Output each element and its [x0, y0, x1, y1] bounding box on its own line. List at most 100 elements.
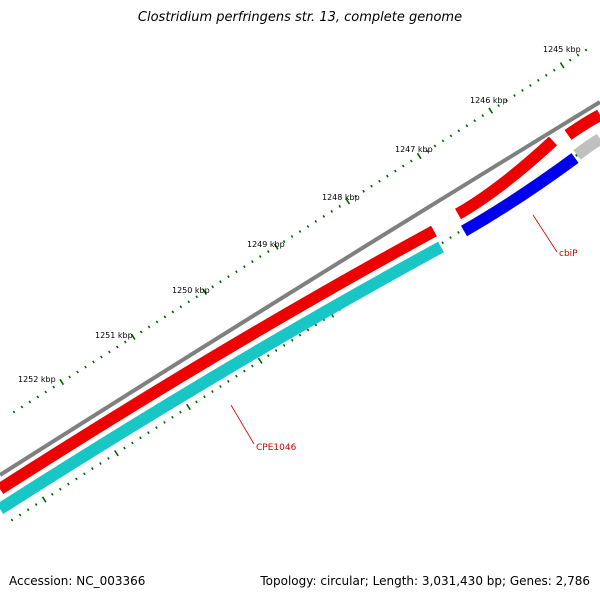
- minor-tick: [187, 300, 191, 304]
- minor-tick: [243, 369, 246, 373]
- minor-tick: [362, 189, 365, 193]
- kbp-label: 1250 kbp: [172, 286, 210, 295]
- minor-tick: [282, 343, 286, 347]
- minor-tick: [473, 119, 477, 123]
- kbp-label: 1252 kbp: [18, 375, 56, 384]
- minor-tick: [211, 390, 214, 394]
- minor-tick: [290, 338, 294, 342]
- minor-tick: [251, 364, 254, 368]
- major-tick: [345, 198, 351, 205]
- minor-tick: [521, 88, 524, 92]
- major-tick: [41, 496, 47, 503]
- minor-tick: [449, 236, 452, 240]
- minor-tick: [123, 340, 127, 344]
- minor-tick: [306, 225, 310, 228]
- minor-tick: [34, 503, 38, 507]
- minor-tick: [195, 400, 198, 404]
- minor-tick: [354, 194, 357, 198]
- minor-tick: [195, 295, 199, 299]
- major-tick: [559, 62, 565, 69]
- minor-tick: [12, 410, 16, 414]
- minor-tick: [219, 280, 222, 284]
- minor-tick: [76, 370, 79, 374]
- minor-tick: [28, 400, 32, 404]
- genome-backbone: [0, 100, 600, 477]
- minor-tick: [20, 405, 24, 409]
- kbp-label: 1246 kbp: [470, 96, 508, 105]
- minor-tick: [575, 153, 578, 157]
- kbp-label: 1248 kbp: [322, 193, 360, 202]
- minor-tick: [441, 241, 444, 245]
- kbp-label: 1249 kbp: [247, 240, 285, 249]
- minor-tick: [243, 265, 246, 269]
- minor-tick: [258, 255, 262, 259]
- minor-tick: [155, 426, 158, 430]
- minor-tick: [147, 325, 151, 329]
- gene-segment-cpe1046: [0, 241, 444, 515]
- minor-tick: [83, 472, 86, 476]
- minor-tick: [163, 420, 166, 424]
- minor-tick: [513, 94, 516, 97]
- minor-tick: [99, 462, 102, 465]
- minor-tick: [505, 99, 508, 102]
- minor-tick: [401, 164, 405, 168]
- minor-tick: [306, 328, 310, 332]
- major-tick: [202, 288, 208, 295]
- minor-tick: [322, 214, 326, 218]
- minor-tick: [266, 250, 270, 254]
- minor-tick: [537, 78, 540, 82]
- minor-tick: [330, 209, 334, 213]
- minor-tick: [449, 134, 453, 138]
- minor-tick: [67, 482, 70, 486]
- minor-tick: [155, 320, 159, 324]
- minor-tick: [58, 487, 62, 491]
- minor-tick: [425, 149, 429, 153]
- minor-tick: [298, 230, 302, 233]
- minor-tick: [544, 73, 548, 77]
- minor-tick: [18, 513, 22, 517]
- minor-tick: [91, 467, 94, 471]
- outer-tick-ring: [12, 48, 588, 414]
- minor-tick: [44, 390, 48, 394]
- cds-segment-long: [0, 225, 437, 495]
- minor-tick: [394, 169, 397, 173]
- minor-tick: [266, 354, 270, 358]
- minor-tick: [147, 431, 150, 435]
- minor-tick: [370, 184, 373, 188]
- minor-tick: [338, 204, 342, 208]
- minor-tick: [576, 53, 580, 57]
- minor-tick: [92, 360, 95, 364]
- minor-tick: [52, 385, 56, 389]
- minor-tick: [314, 219, 318, 223]
- minor-tick: [211, 285, 214, 289]
- minor-tick: [282, 240, 286, 244]
- kbp-label: 1245 kbp: [543, 45, 581, 54]
- minor-tick: [457, 230, 460, 234]
- cds-segment-right: [564, 109, 600, 140]
- major-tick: [273, 243, 279, 250]
- gene-segment-cbip: [461, 153, 579, 237]
- topology-text: Topology: circular; Length: 3,031,430 bp…: [260, 574, 590, 588]
- minor-tick: [115, 345, 119, 349]
- major-tick: [114, 450, 119, 457]
- minor-tick: [26, 508, 30, 512]
- kbp-label: 1251 kbp: [95, 331, 133, 340]
- minor-tick: [251, 260, 254, 264]
- minor-tick: [219, 385, 222, 388]
- minor-tick: [497, 104, 500, 108]
- minor-tick: [179, 410, 182, 414]
- minor-tick: [108, 350, 111, 354]
- cds-segment-cbip: [455, 136, 558, 220]
- major-tick: [257, 357, 263, 364]
- minor-tick: [457, 129, 461, 133]
- minor-tick: [10, 518, 14, 522]
- minor-tick: [274, 349, 278, 352]
- major-tick: [416, 152, 422, 160]
- major-tick: [488, 107, 494, 114]
- minor-tick: [409, 159, 413, 163]
- minor-tick: [386, 174, 389, 178]
- minor-tick: [481, 114, 485, 118]
- minor-tick: [314, 323, 318, 327]
- minor-tick: [227, 379, 230, 383]
